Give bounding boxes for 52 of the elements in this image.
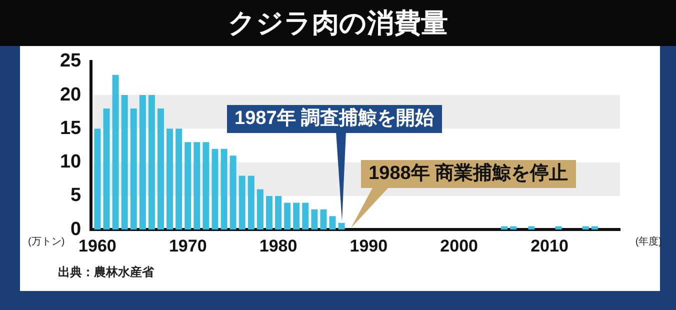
bar <box>94 128 101 230</box>
bar <box>284 202 291 230</box>
annotation: 1988年 商業捕鯨を停止 <box>360 160 576 188</box>
bar <box>230 156 236 230</box>
bar <box>202 142 210 230</box>
chart-title: クジラ肉の消費量 <box>0 0 676 46</box>
bar <box>302 202 309 230</box>
y-tick-label: 5 <box>70 185 82 206</box>
bar <box>112 74 119 230</box>
bar <box>591 226 598 230</box>
bar <box>555 226 562 230</box>
bar <box>528 226 535 230</box>
x-tick-label: 1980 <box>259 236 298 256</box>
source-note: 出典：農林水産省 <box>58 264 154 281</box>
bar <box>184 142 192 230</box>
y-tick-label: 0 <box>70 218 82 240</box>
bar <box>238 176 246 230</box>
y-axis-title: (万トン) <box>28 236 65 248</box>
bar <box>582 226 589 230</box>
x-tick-label: 2000 <box>440 236 478 256</box>
bar <box>194 142 200 230</box>
y-tick-label: 15 <box>60 118 82 139</box>
bar <box>157 108 164 230</box>
bar <box>501 226 508 230</box>
bar <box>338 222 345 230</box>
bar <box>320 209 327 230</box>
bar <box>166 128 174 230</box>
bar <box>176 128 182 230</box>
bar <box>266 196 272 230</box>
bar <box>139 95 146 230</box>
bar <box>311 209 318 230</box>
bar <box>220 148 228 230</box>
bar <box>248 176 254 230</box>
x-tick-label: 1970 <box>168 236 207 256</box>
bar <box>103 108 110 230</box>
x-tick-label: 2010 <box>530 236 568 256</box>
y-tick-label: 20 <box>60 84 82 106</box>
y-tick-label: 10 <box>60 152 82 173</box>
bar <box>121 95 128 230</box>
bar <box>510 226 517 230</box>
y-tick-label: 25 <box>60 50 82 72</box>
x-tick-label: 1990 <box>350 236 388 256</box>
bar <box>293 202 300 230</box>
bar <box>256 189 264 230</box>
x-tick-label: 1960 <box>78 236 116 256</box>
bar <box>212 148 218 230</box>
x-axis-title: (年度) <box>635 235 662 248</box>
bar <box>329 216 336 230</box>
annotation: 1987年 調査捕鯨を開始 <box>226 104 442 133</box>
bar <box>130 108 137 230</box>
bar <box>148 95 155 230</box>
bar <box>275 196 282 230</box>
